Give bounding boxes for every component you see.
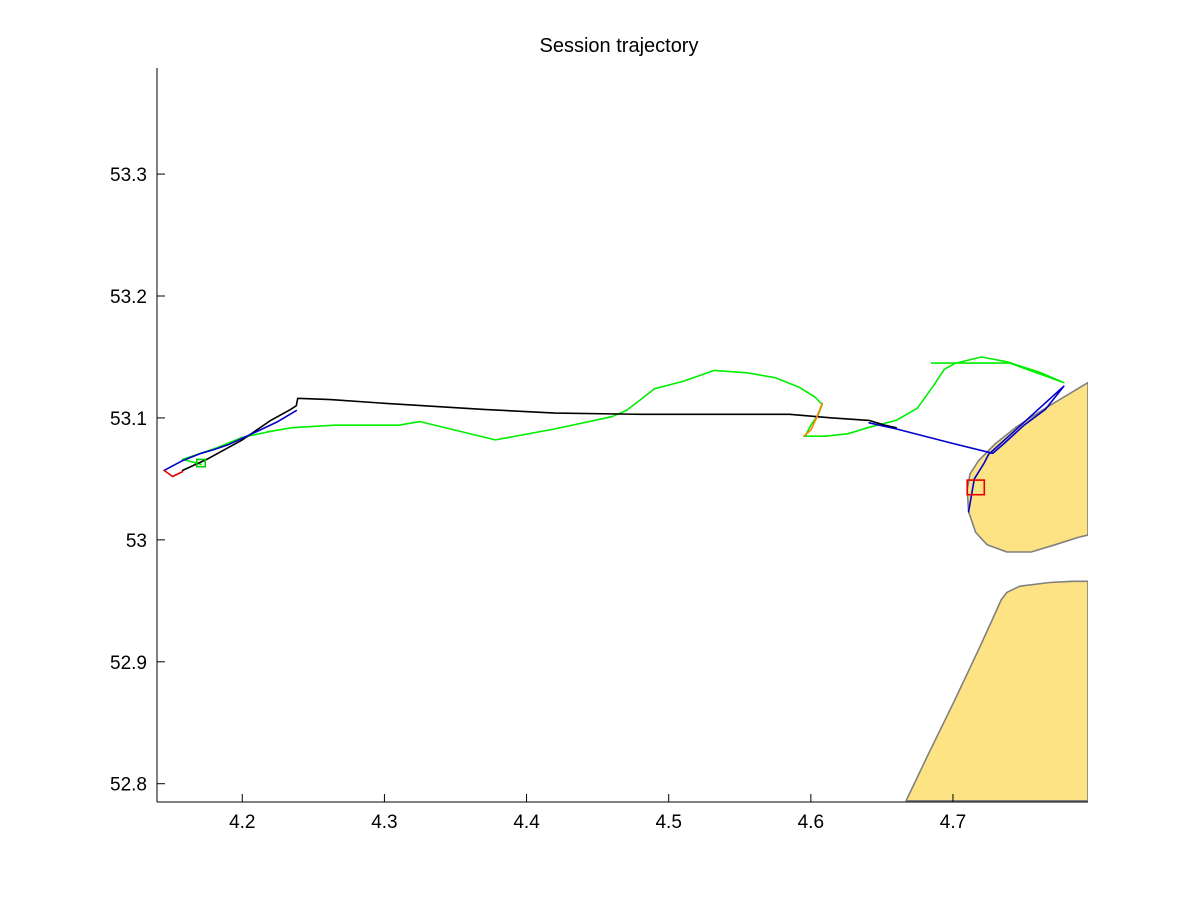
- axes: 4.2 4.3 4.4 4.5 4.6 4.7 52.8 52.9 53 53.1 53.2 53.3: [110, 68, 1088, 833]
- marker-square-1: [196, 458, 207, 468]
- y-tick-label-6: 53.3: [110, 165, 147, 186]
- x-tick-label-6: 4.7: [940, 812, 966, 833]
- x-tick-label-1: 4.2: [229, 812, 255, 833]
- trajectory-line-4: [868, 385, 1065, 513]
- trajectory-line-2: [181, 397, 897, 472]
- trajectory-line-5: [802, 402, 824, 438]
- x-tick-label-2: 4.3: [371, 812, 397, 833]
- y-tick-label-4: 53.1: [110, 409, 147, 430]
- trajectory-line-3: [163, 409, 298, 472]
- land-polygon-1: [966, 381, 1088, 553]
- trajectory-line-6: [163, 469, 184, 478]
- x-tick-label-3: 4.4: [513, 812, 540, 833]
- x-tick-label-5: 4.6: [798, 812, 824, 833]
- chart-title: Session trajectory: [540, 35, 699, 57]
- x-tick-label-4: 4.5: [655, 812, 681, 833]
- y-tick-label-3: 53: [126, 531, 147, 552]
- trajectory-line-1: [181, 356, 1065, 466]
- y-tick-label-1: 52.8: [110, 775, 147, 796]
- plot-area: [163, 356, 1088, 802]
- y-tick-label-2: 52.9: [110, 653, 147, 674]
- y-tick-label-5: 53.2: [110, 287, 147, 308]
- marker-square-2: [966, 479, 986, 496]
- land-polygon-2: [905, 580, 1088, 802]
